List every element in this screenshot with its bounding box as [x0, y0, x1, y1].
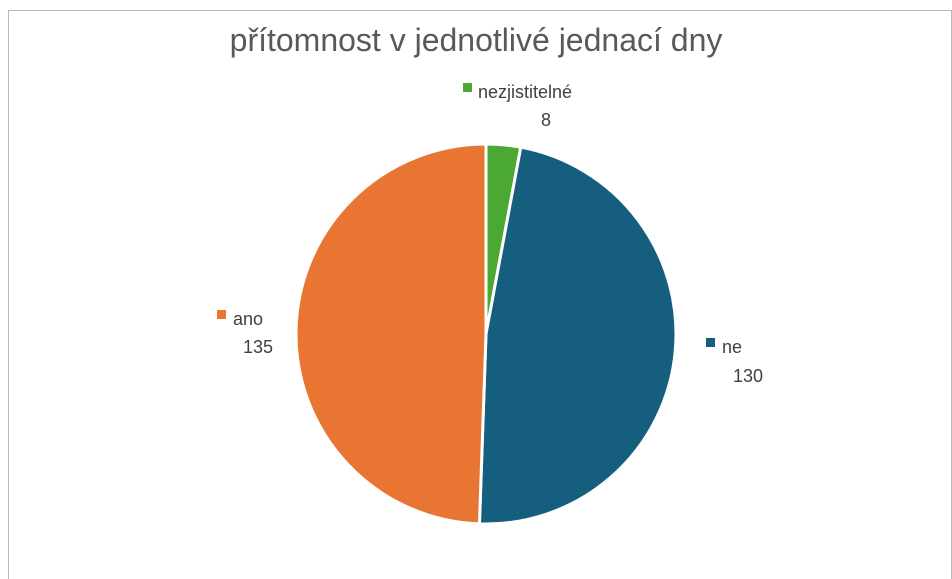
chart-title: přítomnost v jednotlivé jednací dny	[229, 22, 723, 58]
pie-slice-ne	[477, 145, 678, 526]
data-label-name-nezjistitelne: nezjistitelné	[478, 82, 572, 102]
data-label-value-nezjistitelne: 8	[541, 110, 551, 130]
data-label-value-ne: 130	[733, 366, 763, 386]
data-label-marker-ano	[217, 310, 226, 319]
pie-slices	[294, 142, 678, 526]
data-label-marker-nezjistitelne	[463, 83, 472, 92]
pie-slice-ano	[294, 142, 488, 526]
data-label-name-ano: ano	[233, 309, 263, 329]
data-label-name-ne: ne	[722, 337, 742, 357]
data-label-value-ano: 135	[243, 337, 273, 357]
data-label-marker-ne	[706, 338, 715, 347]
pie-labels: nezjistitelné 8 ne 130 ano 135	[217, 82, 763, 386]
